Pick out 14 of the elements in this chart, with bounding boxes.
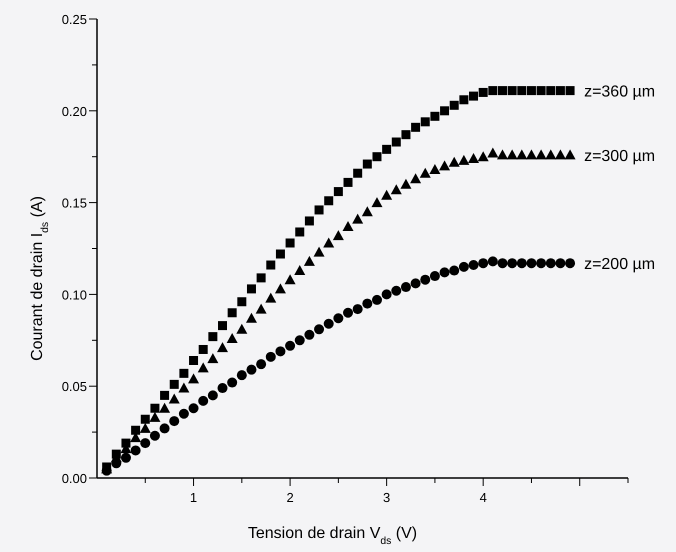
y-tick-label: 0.20 bbox=[62, 104, 87, 119]
y-tick-label: 0.05 bbox=[62, 379, 87, 394]
series-label: z=300 µm bbox=[584, 148, 656, 165]
y-tick-label: 0.00 bbox=[62, 471, 87, 486]
y-tick-label: 0.15 bbox=[62, 196, 87, 211]
series-label: z=360 µm bbox=[584, 84, 656, 101]
x-tick-label: 4 bbox=[480, 490, 487, 505]
series-label: z=200 µm bbox=[584, 256, 656, 274]
y-tick-label: 0.25 bbox=[62, 12, 87, 27]
x-tick-label: 3 bbox=[383, 490, 390, 505]
x-axis-title: Tension de drain V$_{ds}$ (V) bbox=[248, 525, 418, 546]
y-tick-label: 0.10 bbox=[62, 287, 87, 302]
x-tick-label: 1 bbox=[190, 490, 198, 505]
x-tick-label: 2 bbox=[286, 490, 294, 505]
